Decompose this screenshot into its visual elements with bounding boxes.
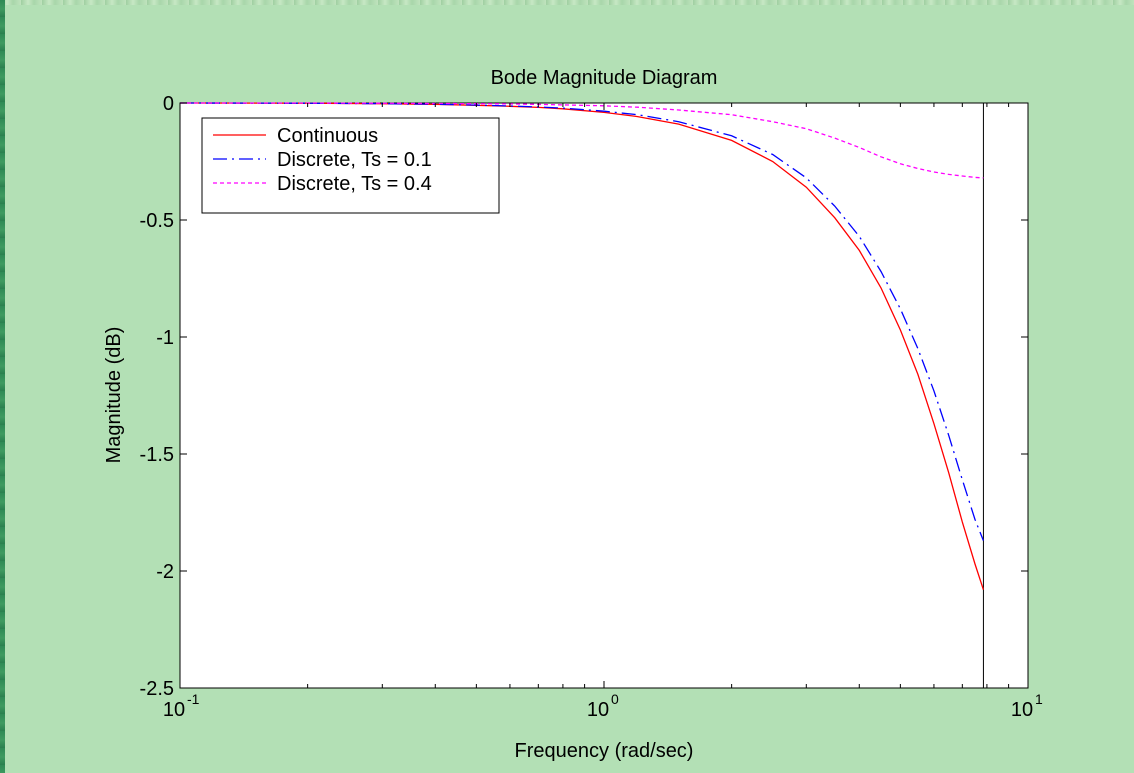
x-tick-label: 10 xyxy=(163,699,185,721)
y-tick-label: -2 xyxy=(156,561,174,583)
y-tick-label: -1 xyxy=(156,327,174,349)
y-tick-label: 0 xyxy=(163,93,174,115)
legend-label-3: Discrete, Ts = 0.4 xyxy=(277,173,432,195)
x-tick-label-exponent: -1 xyxy=(187,691,200,707)
legend-box xyxy=(201,117,500,214)
ticks-group: 10 -1 10 0 10 10-0.5-1-1.5-2-2.5 xyxy=(140,93,1043,721)
series-line-2 xyxy=(179,102,985,541)
series-line-3 xyxy=(180,102,984,179)
y-axis-label: Magnitude (dB) xyxy=(103,327,125,464)
y-tick-label: -2.5 xyxy=(140,678,174,700)
slide-left-border xyxy=(0,0,5,773)
x-axis-label: Frequency (rad/sec) xyxy=(515,740,694,762)
x-tick-label: 10 xyxy=(587,699,609,721)
series-group xyxy=(179,102,985,590)
y-tick-label: -0.5 xyxy=(140,210,174,232)
x-tick-label-exponent: 0 xyxy=(611,691,619,707)
x-tick-label: 10 xyxy=(1011,699,1033,721)
x-tick-label-exponent: 1 xyxy=(1035,691,1043,707)
y-tick-label: -1.5 xyxy=(140,444,174,466)
legend-label-1: Continuous xyxy=(277,125,378,147)
slide-top-border xyxy=(0,0,1134,5)
legend-label-2: Discrete, Ts = 0.1 xyxy=(277,149,432,171)
chart-title: Bode Magnitude Diagram xyxy=(491,67,718,89)
